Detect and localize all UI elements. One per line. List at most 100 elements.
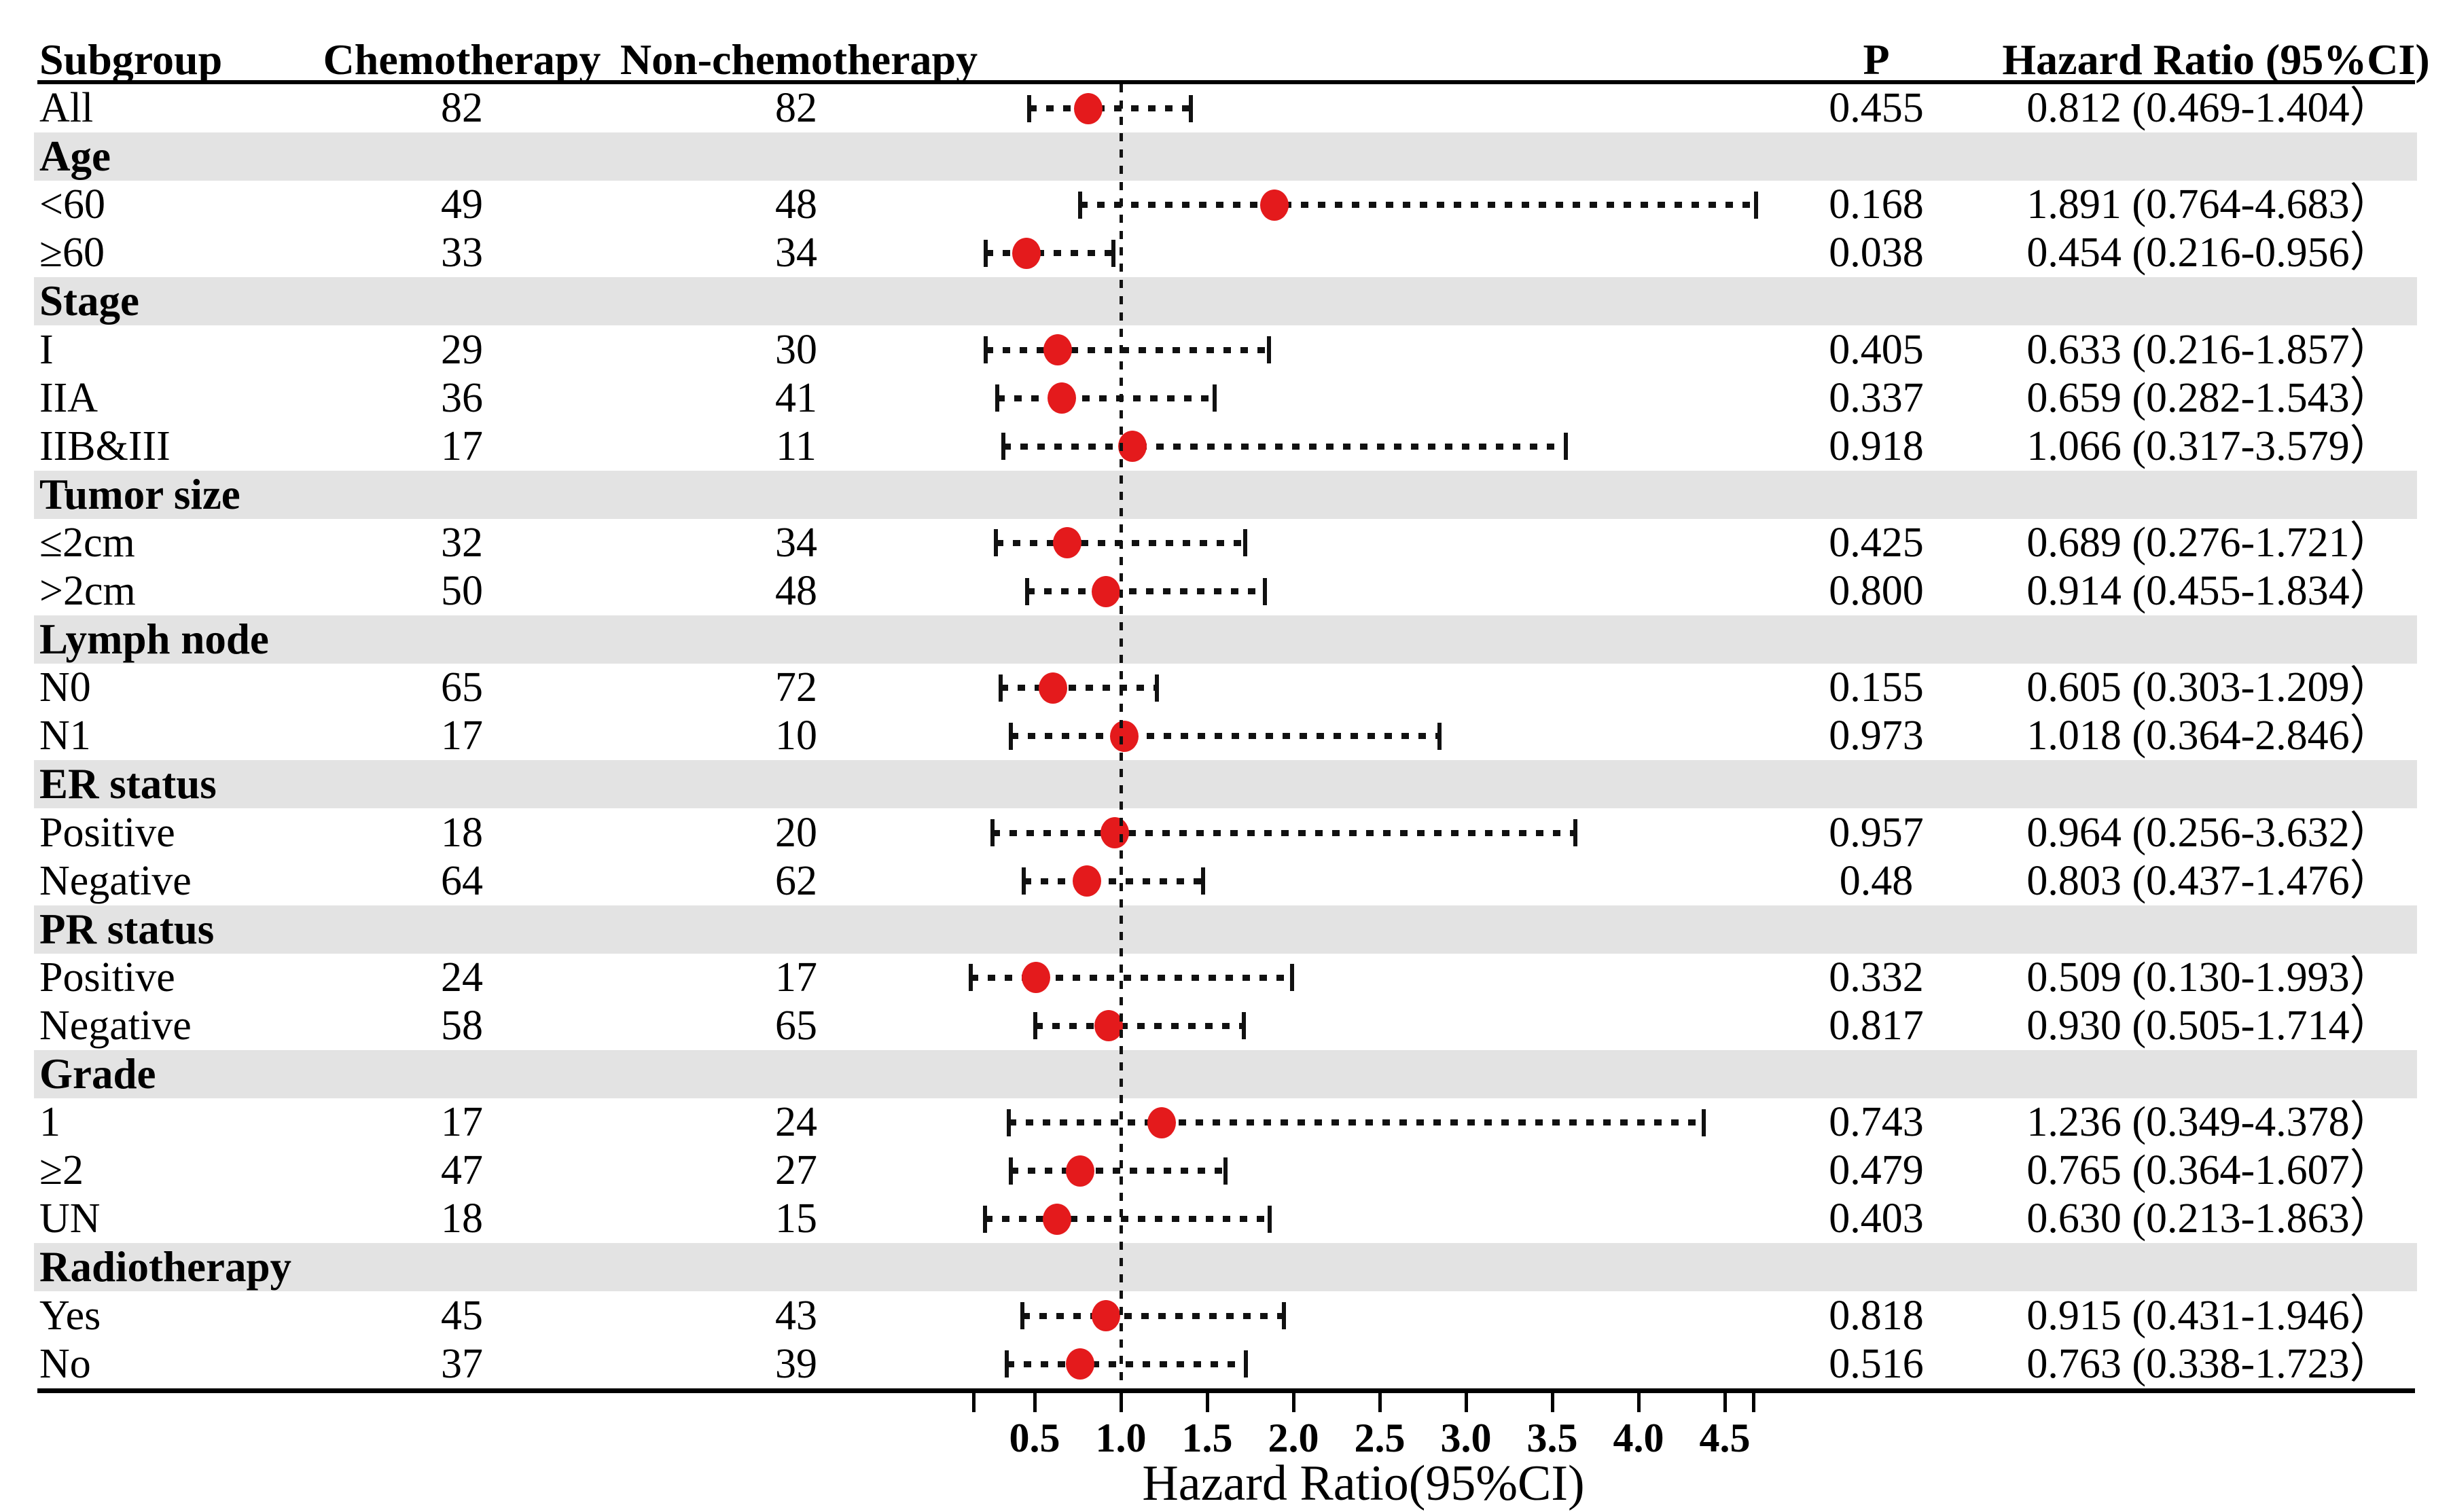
chemotherapy-count: 24	[441, 954, 483, 1001]
hazard-ratio-text: 0.930 (0.505-1.714）	[2026, 1002, 2392, 1049]
axis-tick	[1465, 1393, 1468, 1412]
col-header-p-value: P	[1863, 35, 1890, 84]
bottom-rule	[37, 1388, 2415, 1393]
category-row: Age	[0, 132, 2451, 181]
hazard-ratio-text: 0.509 (0.130-1.993）	[2026, 954, 2392, 1001]
category-label: Stage	[39, 277, 139, 325]
non-chemotherapy-count: 62	[775, 857, 817, 904]
non-chemotherapy-count: 82	[775, 85, 817, 131]
non-chemotherapy-count: 48	[775, 568, 817, 614]
non-chemotherapy-count: 39	[775, 1340, 817, 1387]
table-row: >2cm 50 48 0.800 0.914 (0.455-1.834）	[0, 567, 2451, 615]
subgroup-label: N1	[39, 713, 91, 759]
non-chemotherapy-count: 34	[775, 519, 817, 566]
subgroup-label: ≤2cm	[39, 519, 135, 566]
chemotherapy-count: 32	[441, 519, 483, 566]
subgroup-label: IIB&III	[39, 422, 171, 469]
subgroup-label: I	[39, 326, 54, 373]
axis-tick	[1292, 1393, 1295, 1412]
table-row: Negative 58 65 0.817 0.930 (0.505-1.714）	[0, 1002, 2451, 1050]
axis-tick	[1723, 1393, 1727, 1412]
non-chemotherapy-count: 24	[775, 1099, 817, 1146]
chemotherapy-count: 17	[441, 1099, 483, 1146]
category-band	[34, 1243, 2417, 1292]
table-row: UN 18 15 0.403 0.630 (0.213-1.863）	[0, 1195, 2451, 1243]
p-value: 0.516	[1829, 1340, 1924, 1387]
chemotherapy-count: 18	[441, 1195, 483, 1242]
non-chemotherapy-count: 34	[775, 230, 817, 276]
category-band	[34, 1050, 2417, 1099]
category-row: Stage	[0, 277, 2451, 326]
table-row: I 29 30 0.405 0.633 (0.216-1.857）	[0, 326, 2451, 374]
axis-tick	[1637, 1393, 1641, 1412]
chemotherapy-count: 17	[441, 713, 483, 759]
chemotherapy-count: 29	[441, 326, 483, 373]
p-value: 0.479	[1829, 1147, 1924, 1194]
hazard-ratio-text: 0.915 (0.431-1.946）	[2026, 1292, 2392, 1339]
chemotherapy-count: 65	[441, 664, 483, 711]
p-value: 0.168	[1829, 181, 1924, 228]
table-row: Yes 45 43 0.818 0.915 (0.431-1.946）	[0, 1292, 2451, 1340]
table-row: 1 17 24 0.743 1.236 (0.349-4.378）	[0, 1098, 2451, 1147]
axis-end-tick	[1752, 1393, 1755, 1412]
p-value: 0.973	[1829, 713, 1924, 759]
table-row: Positive 24 17 0.332 0.509 (0.130-1.993）	[0, 954, 2451, 1002]
table-row: ≤2cm 32 34 0.425 0.689 (0.276-1.721）	[0, 519, 2451, 567]
chemotherapy-count: 50	[441, 568, 483, 614]
non-chemotherapy-count: 30	[775, 326, 817, 373]
table-row: ≥2 47 27 0.479 0.765 (0.364-1.607）	[0, 1147, 2451, 1195]
hazard-ratio-text: 0.914 (0.455-1.834）	[2026, 568, 2392, 614]
col-header-subgroup: Subgroup	[39, 35, 223, 84]
subgroup-label: UN	[39, 1195, 101, 1242]
non-chemotherapy-count: 27	[775, 1147, 817, 1194]
table-row: No 37 39 0.516 0.763 (0.338-1.723）	[0, 1340, 2451, 1388]
category-band	[34, 132, 2417, 181]
x-axis-title: Hazard Ratio(95%CI)	[1142, 1456, 1585, 1511]
category-label: PR status	[39, 905, 215, 953]
p-value: 0.038	[1829, 230, 1924, 276]
hazard-ratio-text: 0.763 (0.338-1.723）	[2026, 1340, 2392, 1387]
category-band	[34, 760, 2417, 809]
subgroup-label: All	[39, 85, 94, 131]
chemotherapy-count: 37	[441, 1340, 483, 1387]
category-row: Tumor size	[0, 470, 2451, 519]
axis-tick	[1033, 1393, 1037, 1412]
hazard-ratio-text: 0.454 (0.216-0.956）	[2026, 230, 2392, 276]
table-row: <60 49 48 0.168 1.891 (0.764-4.683）	[0, 181, 2451, 229]
chemotherapy-count: 49	[441, 181, 483, 228]
table-row: ≥60 33 34 0.038 0.454 (0.216-0.956）	[0, 229, 2451, 277]
p-value: 0.425	[1829, 519, 1924, 566]
p-value: 0.957	[1829, 809, 1924, 856]
hazard-ratio-text: 0.689 (0.276-1.721）	[2026, 519, 2392, 566]
category-band	[34, 470, 2417, 519]
col-header-chemotherapy: Chemotherapy	[323, 35, 601, 84]
non-chemotherapy-count: 15	[775, 1195, 817, 1242]
subgroup-label: Positive	[39, 809, 175, 856]
axis-tick-label: 4.0	[1613, 1416, 1664, 1460]
axis-tick	[1551, 1393, 1554, 1412]
category-band	[34, 905, 2417, 954]
non-chemotherapy-count: 10	[775, 713, 817, 759]
axis-tick-label: 1.5	[1181, 1416, 1233, 1460]
subgroup-label: Positive	[39, 954, 175, 1001]
hazard-ratio-text: 0.605 (0.303-1.209）	[2026, 664, 2392, 711]
category-label: Lymph node	[39, 615, 269, 664]
category-row: PR status	[0, 905, 2451, 954]
hazard-ratio-text: 1.891 (0.764-4.683）	[2026, 181, 2392, 228]
category-label: Age	[39, 132, 111, 181]
table-row: IIA 36 41 0.337 0.659 (0.282-1.543）	[0, 374, 2451, 422]
chemotherapy-count: 58	[441, 1002, 483, 1049]
table-row: N1 17 10 0.973 1.018 (0.364-2.846）	[0, 712, 2451, 760]
subgroup-label: N0	[39, 664, 91, 711]
hazard-ratio-text: 0.633 (0.216-1.857）	[2026, 326, 2392, 373]
axis-tick-label: 0.5	[1009, 1416, 1060, 1460]
chemotherapy-count: 47	[441, 1147, 483, 1194]
col-header-non-chemotherapy: Non-chemotherapy	[620, 35, 978, 84]
non-chemotherapy-count: 41	[775, 374, 817, 421]
category-label: ER status	[39, 760, 217, 808]
p-value: 0.155	[1829, 664, 1924, 711]
hazard-ratio-text: 1.066 (0.317-3.579）	[2026, 422, 2392, 469]
hazard-ratio-text: 0.812 (0.469-1.404）	[2026, 85, 2392, 131]
table-row: Positive 18 20 0.957 0.964 (0.256-3.632）	[0, 809, 2451, 857]
